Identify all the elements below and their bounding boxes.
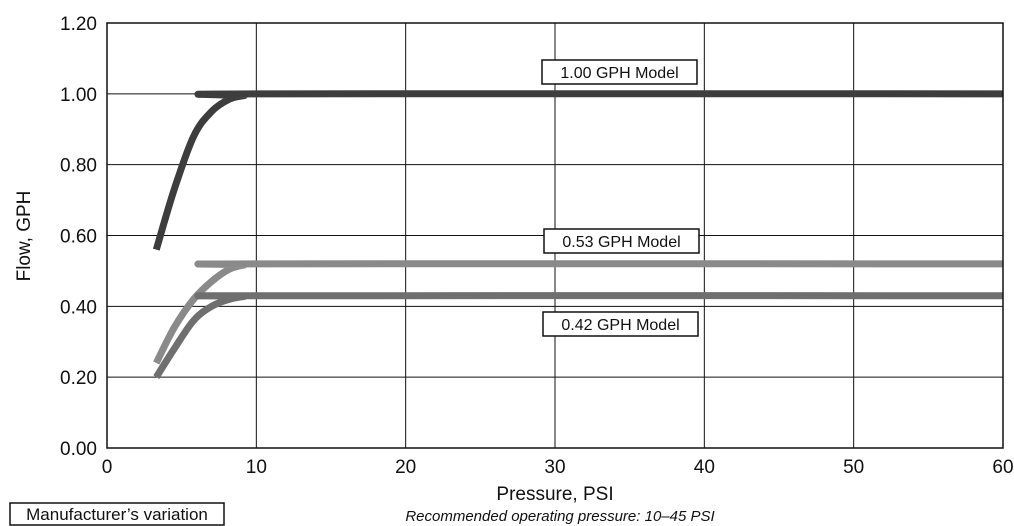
x-tick-label: 40	[694, 457, 715, 478]
manufacturer-variation-box: Manufacturer’s variation	[9, 502, 225, 526]
recommended-pressure-note: Recommended operating pressure: 10–45 PS…	[405, 508, 714, 525]
x-axis-label: Pressure, PSI	[496, 484, 613, 505]
series-label-0-53: 0.53 GPH Model	[543, 228, 700, 254]
y-axis-label: Flow, GPH	[14, 191, 35, 282]
x-tick-label: 30	[544, 457, 565, 478]
x-tick-label: 50	[843, 457, 864, 478]
series-line-2	[153, 292, 1004, 380]
x-tick-label: 60	[992, 457, 1013, 478]
series-label-0-42-text: 0.42 GPH Model	[561, 317, 679, 334]
y-tick-label: 1.00	[60, 85, 97, 106]
y-tick-label: 0.20	[60, 368, 97, 389]
x-tick-label: 0	[102, 457, 113, 478]
y-tick-label: 0.60	[60, 227, 97, 248]
series-label-1-00-text: 1.00 GPH Model	[560, 65, 678, 82]
y-tick-label: 0.00	[60, 439, 97, 460]
series-line-0	[152, 90, 1004, 251]
y-tick-label: 1.20	[60, 14, 97, 35]
series-line-1	[153, 260, 1004, 365]
x-tick-label: 20	[395, 457, 416, 478]
manufacturer-variation-text: Manufacturer’s variation	[26, 505, 208, 524]
series-label-1-00: 1.00 GPH Model	[541, 59, 698, 85]
x-tick-label: 10	[246, 457, 267, 478]
y-tick-label: 0.80	[60, 156, 97, 177]
plot-area-frame	[106, 22, 1004, 449]
y-tick-label: 0.40	[60, 297, 97, 318]
series-label-0-53-text: 0.53 GPH Model	[562, 234, 680, 251]
tick-labels: 0 10 20 30 40 50 60 0.00 0.20 0.40 0.60 0.80 1.00 1.2…	[60, 14, 1014, 478]
series-label-0-42: 0.42 GPH Model	[542, 311, 699, 337]
series-lines	[152, 90, 1004, 380]
